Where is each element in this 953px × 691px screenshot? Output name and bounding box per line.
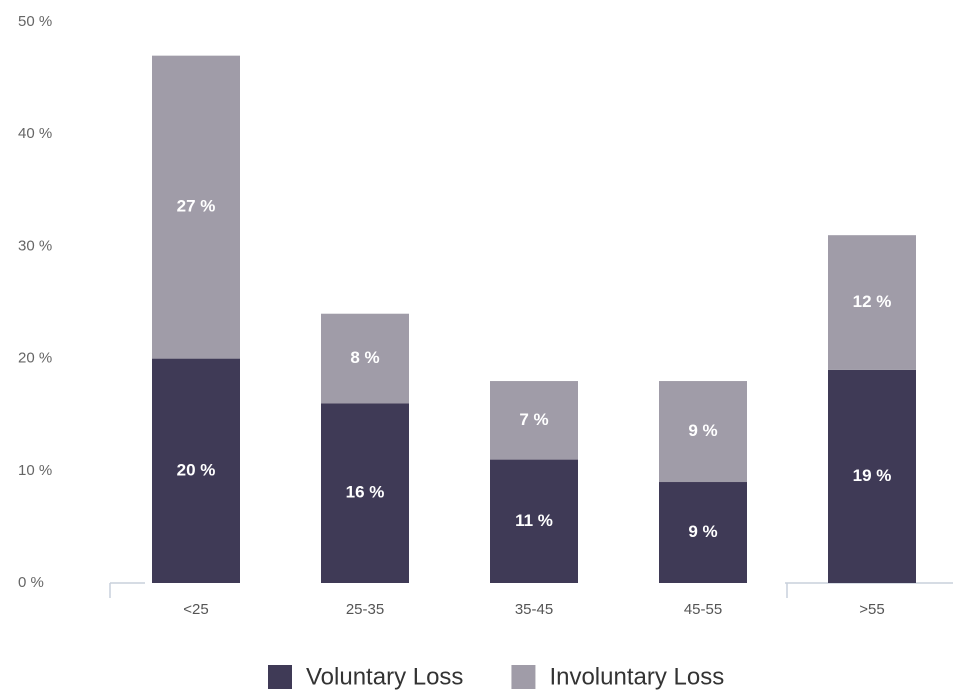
y-tick-label: 30 % (18, 237, 52, 254)
bar-segment (152, 358, 240, 583)
y-tick-label: 0 % (18, 574, 44, 591)
bar-segment (490, 459, 578, 583)
bar-segment (152, 55, 240, 359)
value-label: 9 % (688, 522, 717, 541)
bar-segment (828, 369, 916, 583)
y-tick-label: 40 % (18, 125, 52, 142)
x-tick-label: 45-55 (684, 601, 722, 618)
value-label: 20 % (177, 460, 216, 479)
value-label: 7 % (519, 410, 548, 429)
x-tick-label: <25 (183, 601, 208, 618)
value-label: 27 % (177, 197, 216, 216)
value-label: 19 % (853, 466, 892, 485)
x-tick-label: 35-45 (515, 601, 553, 618)
x-tick-label: 25-35 (346, 601, 384, 618)
y-tick-label: 50 % (18, 13, 52, 30)
bar-segment (828, 235, 916, 370)
axis-baseline (109, 582, 953, 598)
value-label: 8 % (350, 348, 379, 367)
value-label: 11 % (515, 511, 553, 530)
bar-segment (490, 381, 578, 460)
bar-segment (659, 482, 747, 583)
legend-swatch (511, 665, 536, 689)
y-tick-label: 20 % (18, 350, 52, 367)
legend-label: Involuntary Loss (549, 663, 724, 690)
legend-label: Voluntary Loss (306, 663, 463, 690)
bar-segment (321, 403, 409, 583)
value-label: 12 % (853, 292, 892, 311)
legend-swatch (268, 665, 292, 689)
y-tick-label: 10 % (18, 462, 52, 479)
value-label: 16 % (346, 483, 385, 502)
value-label: 9 % (688, 421, 717, 440)
x-tick-label: >55 (859, 601, 884, 618)
bar-segment (321, 313, 409, 404)
bar-segment (659, 381, 747, 483)
